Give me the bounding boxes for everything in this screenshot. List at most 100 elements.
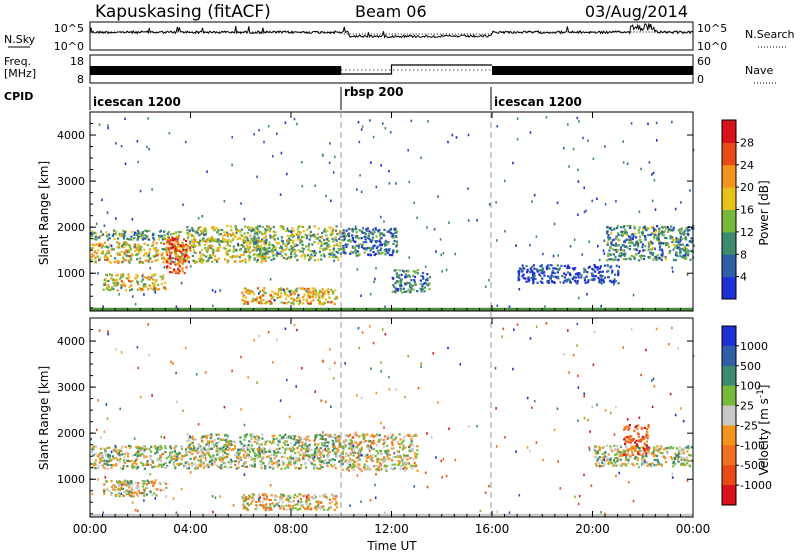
echo-cell [286, 229, 289, 232]
echo-cell [302, 458, 305, 461]
echo-cell [287, 504, 291, 507]
echo-cell [334, 229, 338, 232]
echo-cell [230, 240, 233, 243]
echo-cell [186, 226, 189, 229]
echo-cell [642, 452, 645, 456]
echo-cell [577, 296, 580, 300]
echo-cell [647, 446, 650, 449]
echo-cell [228, 447, 231, 450]
echo-cell [129, 246, 132, 249]
echo-cell [248, 291, 251, 294]
echo-cell [268, 460, 271, 463]
echo-cell [568, 266, 571, 269]
echo-cell [281, 496, 284, 499]
echo-cell [653, 446, 656, 449]
echo-cell [294, 507, 297, 510]
echo-cell [349, 252, 352, 255]
echo-cell [226, 242, 229, 245]
echo-cell [223, 450, 226, 453]
echo-cell [238, 457, 241, 460]
echo-cell [256, 506, 259, 509]
echo-cell [195, 230, 198, 233]
echo-cell [218, 447, 221, 450]
echo-cell [359, 467, 362, 471]
echo-cell [249, 450, 252, 453]
echo-cell [380, 452, 383, 455]
echo-cell [92, 247, 95, 250]
echo-cell [568, 272, 571, 275]
echo-cell [644, 238, 647, 241]
cpid-segment-1: icescan 1200 [93, 95, 181, 109]
echo-cell [127, 493, 131, 496]
echo-cell [129, 255, 132, 258]
echo-cell [146, 259, 149, 262]
echo-cell [358, 229, 361, 232]
echo-cell [334, 255, 337, 259]
echo-cell [357, 253, 360, 257]
echo-cell [395, 275, 399, 279]
echo-cell [690, 459, 693, 462]
echo-cell [258, 455, 261, 458]
echo-cell [226, 244, 229, 247]
echo-cell [335, 243, 338, 246]
echo-cell [248, 226, 251, 229]
echo-cell [399, 443, 402, 446]
echo-cell [615, 457, 618, 460]
echo-cell [403, 290, 406, 293]
echo-cell [147, 278, 150, 281]
echo-cell [316, 467, 319, 470]
echo-cell [527, 276, 530, 279]
echo-cell [195, 260, 198, 263]
echo-cell [206, 440, 209, 443]
echo-cell [181, 242, 184, 246]
echo-cell [157, 238, 160, 241]
echo-cell [162, 256, 165, 259]
echo-cell [140, 233, 143, 236]
echo-cell [397, 280, 401, 283]
echo-cell [123, 233, 125, 236]
echo-cell [317, 242, 320, 245]
echo-cell [329, 301, 332, 304]
echo-cell [371, 456, 374, 459]
echo-cell [91, 253, 94, 257]
echo-cell [554, 275, 557, 278]
echo-cell [113, 284, 116, 287]
echo-cell [326, 289, 329, 292]
echo-cell [229, 229, 233, 232]
echo-cell [267, 506, 270, 509]
echo-cell [149, 491, 152, 494]
echo-cell [617, 270, 620, 273]
echo-cell [354, 461, 357, 464]
echo-cell [183, 255, 187, 258]
echo-cell [205, 434, 208, 438]
echo-cell [374, 277, 376, 281]
echo-cell [345, 229, 348, 232]
echo-cell [610, 243, 613, 246]
echo-cell [223, 451, 226, 454]
echo-cell [591, 267, 594, 270]
echo-cell [684, 257, 687, 260]
echo-cell [630, 255, 633, 258]
cpid-panel: CPID icescan 1200 rbsp 200 icescan 1200 [4, 85, 582, 110]
echo-cell [402, 444, 405, 447]
echo-cell [246, 465, 249, 468]
echo-cell [151, 244, 154, 247]
echo-cell [328, 502, 332, 505]
echo-cell [363, 463, 366, 466]
echo-cell [584, 269, 587, 272]
echo-cell [117, 449, 120, 452]
echo-cell [653, 179, 656, 182]
echo-cell [594, 451, 597, 454]
echo-cell [174, 253, 177, 256]
echo-cell [335, 295, 338, 298]
echo-cell [635, 425, 638, 428]
echo-cell [652, 252, 655, 255]
echo-cell [572, 275, 575, 278]
echo-cell [141, 447, 144, 450]
echo-cell [103, 224, 106, 227]
echo-cell [313, 259, 316, 262]
echo-cell [206, 248, 210, 251]
echo-cell [165, 457, 168, 460]
echo-cell [292, 500, 295, 503]
echo-cell [115, 217, 117, 220]
